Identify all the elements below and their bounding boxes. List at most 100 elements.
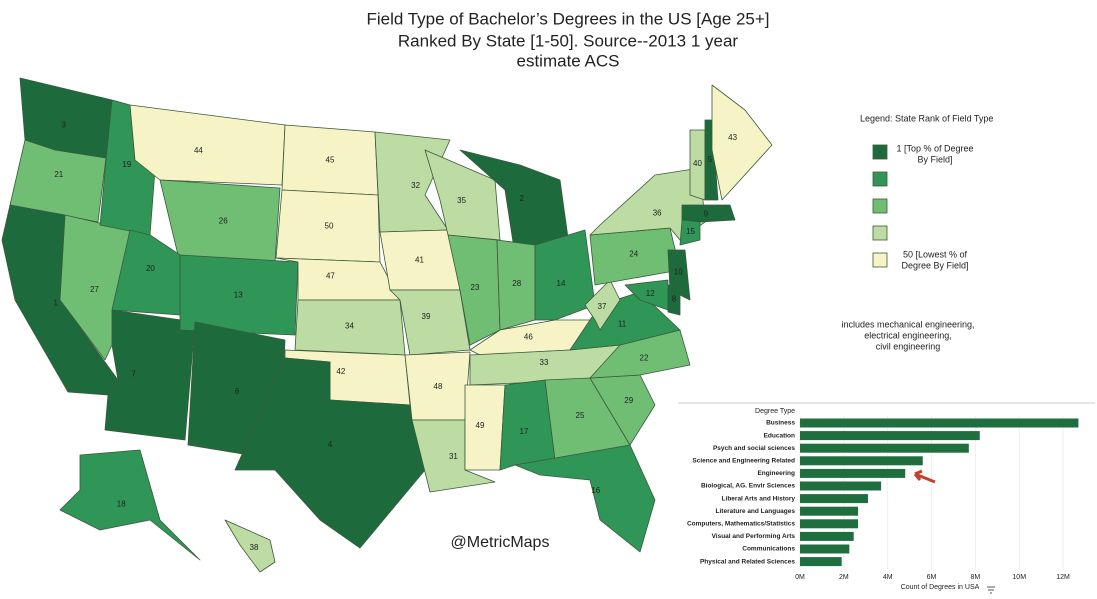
state-rank: 6 (235, 387, 240, 396)
legend-label: By Field] (917, 154, 952, 164)
state-rank: 48 (434, 382, 443, 391)
state-rank: 5 (708, 155, 713, 164)
bar (800, 519, 859, 529)
state-rank: 47 (326, 272, 335, 281)
y-tick-label: Business (766, 420, 795, 427)
state-rank: 7 (131, 370, 136, 379)
bar (800, 506, 859, 516)
y-tick-label: Psych and social sciences (713, 445, 795, 452)
y-tick-label: Biological, AG. Envir Sciences (701, 483, 795, 490)
state (59, 449, 201, 561)
y-tick-label: Science and Engineering Related (692, 458, 795, 465)
state-rank: 35 (457, 196, 466, 205)
state-rank: 13 (234, 291, 243, 300)
y-tick-label: Education (764, 432, 795, 439)
legend-swatch (872, 225, 888, 241)
state-rank: 41 (415, 256, 424, 265)
title: estimate ACS (517, 51, 620, 70)
state (9, 139, 107, 223)
bar (800, 557, 842, 567)
state-rank: 32 (411, 181, 420, 190)
y-tick-label: Liberal Arts and History (722, 495, 796, 502)
state-rank: 31 (449, 452, 458, 461)
state-rank: 40 (693, 159, 702, 168)
x-tick-label: 8M (971, 574, 981, 581)
bar (800, 544, 850, 554)
state-rank: 17 (520, 427, 529, 436)
y-tick-label: Visual and Performing Arts (712, 533, 796, 540)
y-tick-label: Computers, Mathematics/Statistics (687, 521, 795, 528)
state (514, 444, 656, 553)
state (389, 289, 471, 356)
state (534, 229, 596, 321)
state-rank: 34 (345, 321, 354, 330)
x-axis-title: Count of Degrees in USA (901, 584, 980, 591)
state-rank: 3 (61, 120, 66, 129)
category-header: Degree Type (755, 408, 795, 415)
title: Field Type of Bachelor’s Degrees in the … (366, 9, 769, 28)
note: civil engineering (876, 341, 941, 351)
state (234, 357, 426, 549)
state (411, 419, 496, 493)
y-tick-label: Literature and Languages (716, 508, 796, 515)
state-rank: 29 (624, 396, 633, 405)
state-rank: 27 (90, 285, 99, 294)
arrow (913, 469, 936, 484)
state-rank: 19 (122, 160, 131, 169)
state-rank: 49 (476, 421, 485, 430)
legend-title: Legend: State Rank of Field Type (860, 113, 993, 123)
x-tick-label: 6M (927, 574, 937, 581)
state-rank: 18 (117, 499, 126, 508)
state (704, 119, 719, 201)
bar (800, 481, 882, 491)
x-tick-label: 10M (1012, 574, 1026, 581)
state-rank: 42 (336, 367, 345, 376)
state-rank: 12 (646, 289, 655, 298)
legend-swatch (872, 198, 888, 214)
bar (800, 418, 1079, 428)
legend-swatch (872, 144, 888, 160)
state-rank: 25 (576, 411, 585, 420)
state-rank: 22 (640, 354, 649, 363)
state-rank: 20 (146, 264, 155, 273)
state-rank: 46 (524, 333, 533, 342)
state-rank: 28 (512, 279, 521, 288)
state-rank: 26 (219, 216, 228, 225)
sort-icon (987, 586, 995, 594)
state-rank: 44 (194, 146, 203, 155)
credit: @MetricMaps (451, 534, 550, 551)
y-tick-label: Communications (742, 546, 795, 553)
x-tick-label: 12M (1056, 574, 1070, 581)
bar (800, 431, 980, 441)
legend-label: 1 [Top % of Degree (896, 143, 973, 153)
bar (800, 531, 854, 541)
state-rank: 36 (653, 208, 662, 217)
state-rank: 9 (704, 210, 709, 219)
bar-chart: Degree Type 0M 2M 4M 6M 8M 10M 12M Count of Degr… (687, 408, 1079, 591)
note: includes mechanical engineering, (841, 319, 974, 329)
state-rank: 2 (519, 194, 524, 203)
state-rank: 38 (250, 543, 259, 552)
title: Ranked By State [1-50]. Source--2013 1 y… (398, 31, 739, 50)
legend-label: 50 [Lowest % of (903, 249, 968, 259)
map: 3211271944262071364550473442432413948313… (1, 77, 773, 573)
state-rank: 14 (557, 279, 566, 288)
state-rank: 24 (629, 250, 638, 259)
state (224, 519, 276, 573)
state-rank: 10 (674, 268, 683, 277)
state (584, 279, 621, 331)
state (179, 254, 299, 336)
bar (800, 468, 906, 478)
state (104, 309, 196, 441)
state (681, 204, 736, 223)
legend-swatch (872, 171, 888, 187)
x-tick-label: 2M (839, 574, 849, 581)
state-rank: 43 (728, 133, 737, 142)
state-rank: 45 (326, 156, 335, 165)
legend-label: Degree By Field] (901, 260, 968, 270)
state-rank: 33 (540, 358, 549, 367)
state-rank: 8 (672, 294, 677, 303)
state (667, 284, 681, 316)
state-rank: 4 (328, 440, 333, 449)
